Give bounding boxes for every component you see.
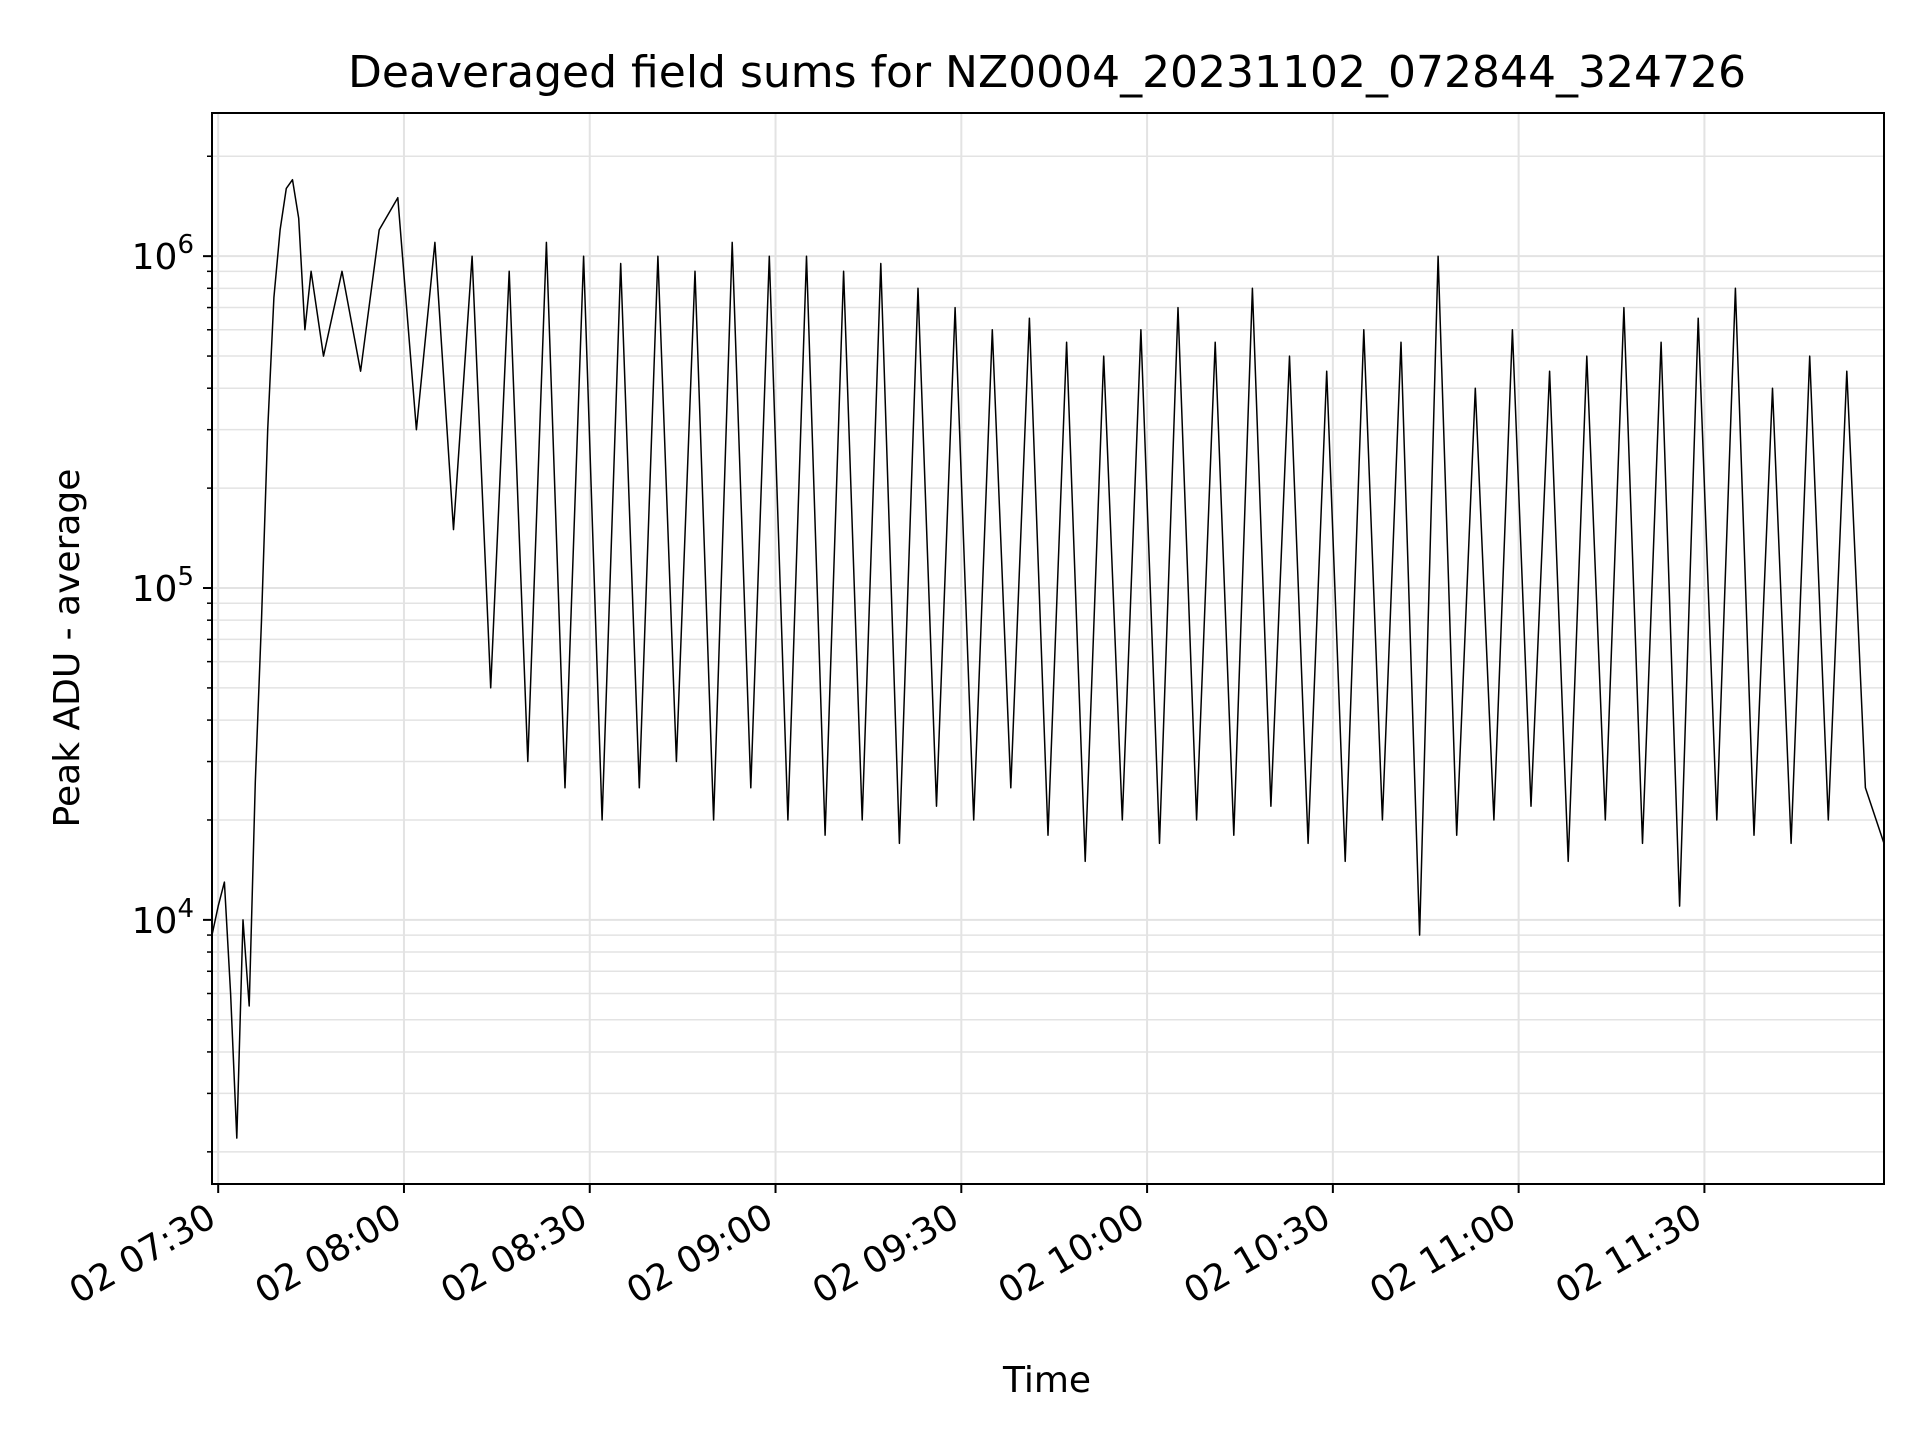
y-axis-label: Peak ADU - average	[47, 469, 88, 828]
y-tick-label: 106	[132, 230, 194, 278]
series-line	[212, 178, 1884, 1139]
y-tick-label: 104	[132, 894, 194, 942]
chart-title: Deaveraged field sums for NZ0004_2023110…	[348, 47, 1746, 98]
y-axis: 104 105 106	[132, 230, 212, 942]
grid	[207, 113, 1884, 1184]
plot-frame	[211, 112, 1885, 1185]
y-tick-label: 105	[132, 562, 194, 610]
x-axis-label: Time	[1002, 1360, 1091, 1401]
